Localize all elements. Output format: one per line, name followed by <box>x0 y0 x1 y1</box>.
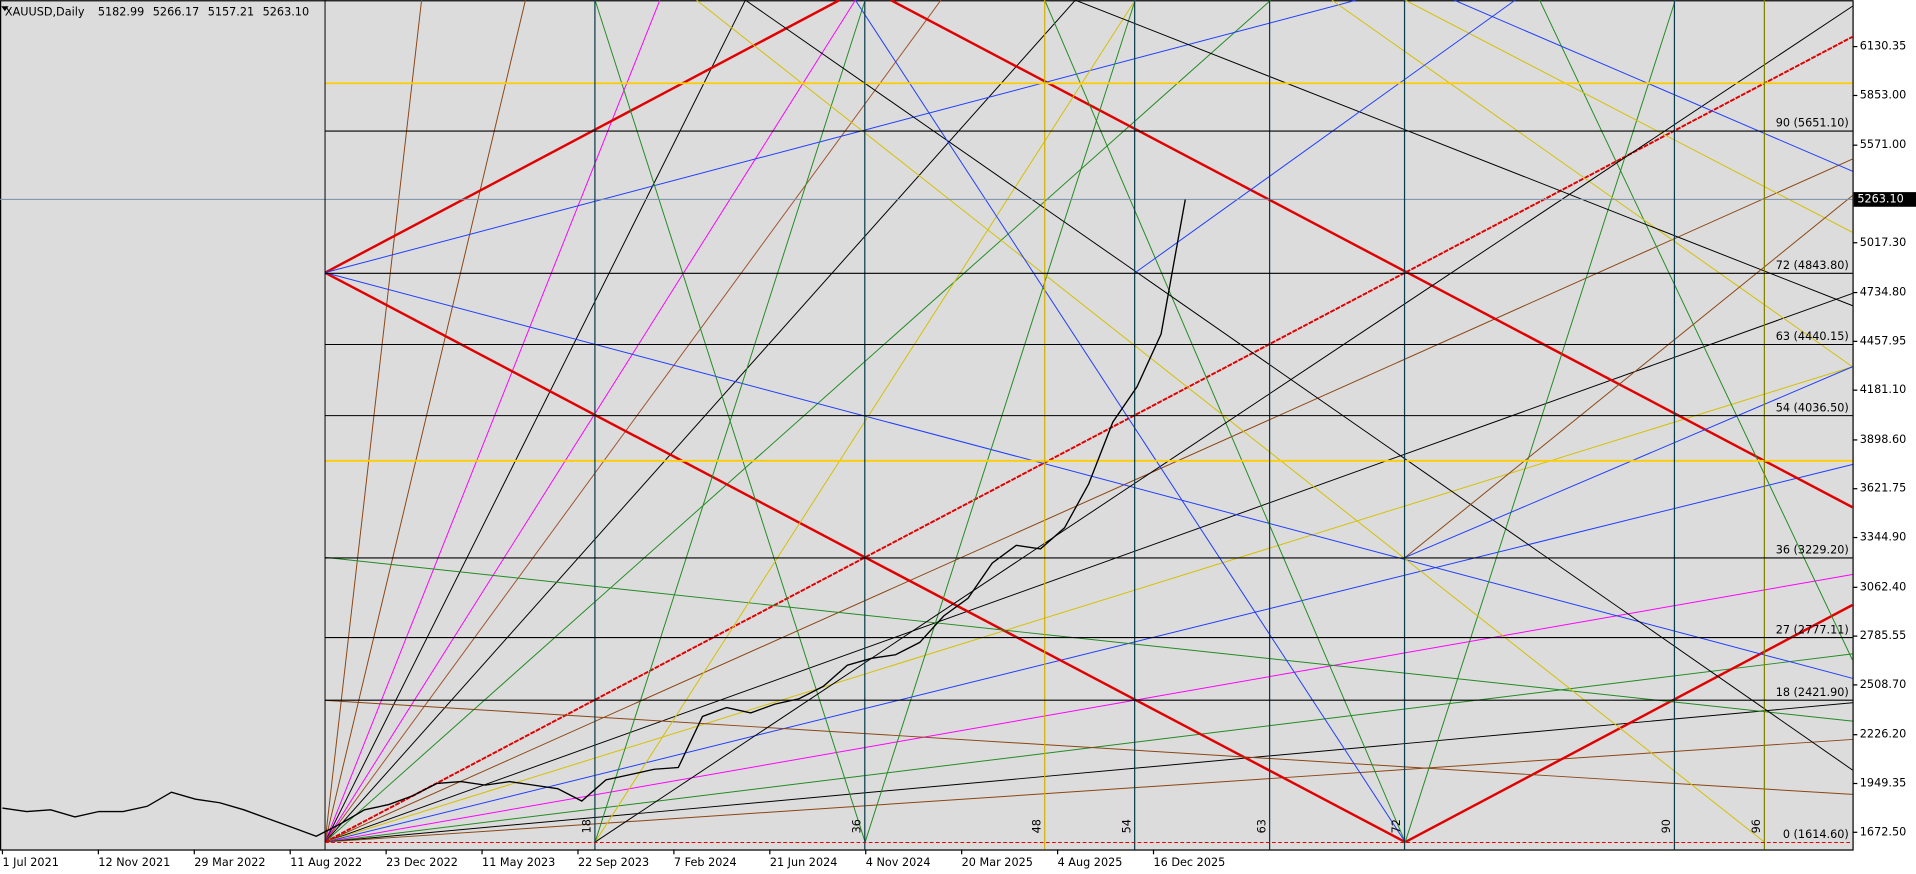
current-price-box <box>1853 192 1916 207</box>
date-tick-label: 11 Aug 2022 <box>290 856 362 869</box>
gann-line <box>324 0 1076 843</box>
price-tick-label: 3344.90 <box>1860 531 1906 544</box>
gann-line <box>324 0 746 843</box>
gann-line <box>324 0 1357 274</box>
gann-line <box>1539 0 1853 661</box>
price-tick-label: 5853.00 <box>1860 88 1906 101</box>
level-label: 63 (4440.15) <box>1776 330 1849 343</box>
price-line <box>2 199 1186 837</box>
gann-line <box>324 653 1853 843</box>
gann-levels: 90 (5651.10) 72 (4843.80) 63 (4440.15) 54 (… <box>325 117 1853 843</box>
gann-line <box>324 0 942 843</box>
time-mark-label: 48 <box>1030 819 1043 833</box>
gann-line <box>324 0 661 843</box>
price-series <box>2 199 1186 837</box>
gann-line <box>324 292 1853 843</box>
level-label: 36 (3229.20) <box>1776 544 1849 557</box>
symbol: XAUUSD,Daily 5182.99 5266.17 5157.21 526… <box>5 5 309 18</box>
high: 5266.17 <box>153 5 199 18</box>
time-mark-label: 54 <box>1120 819 1133 833</box>
gann-line <box>864 0 1136 843</box>
gann-line <box>324 464 1853 843</box>
time-mark-label: 72 <box>1390 819 1403 833</box>
gann-line <box>1453 0 1853 172</box>
gann-line <box>324 702 1853 843</box>
gann-line <box>594 0 866 843</box>
gann-line <box>324 0 526 843</box>
level-label: 18 (2421.90) <box>1776 686 1849 699</box>
gann-line <box>1405 366 1853 558</box>
time-mark-label: 36 <box>850 819 863 833</box>
gann-line <box>324 0 1272 843</box>
date-tick-label: 7 Feb 2024 <box>674 856 737 869</box>
date-tick-label: 21 Jun 2024 <box>770 856 838 869</box>
price-tick-label: 3898.60 <box>1860 433 1906 446</box>
price-tick-label: 4734.80 <box>1860 286 1906 299</box>
price-tick-label: 4181.10 <box>1860 383 1906 396</box>
price-tick-label: 3062.40 <box>1860 580 1906 593</box>
time-mark-label: 63 <box>1255 819 1268 833</box>
gann-line <box>1404 0 1676 843</box>
date-tick-label: 1 Jul 2021 <box>2 856 58 869</box>
gann-line <box>324 0 856 843</box>
date-tick-label: 11 May 2023 <box>482 856 555 869</box>
price-tick-label: 3621.75 <box>1860 482 1906 495</box>
date-tick-label: 16 Dec 2025 <box>1154 856 1226 869</box>
gann-line <box>594 5 1853 843</box>
low: 5157.21 <box>208 5 254 18</box>
price-tick-label: 1672.50 <box>1860 825 1906 838</box>
date-tick-label: 23 Dec 2022 <box>386 856 458 869</box>
price-tick-label: 5571.00 <box>1860 138 1906 151</box>
price-tick-label: 2226.20 <box>1860 728 1906 741</box>
price-tick-label: 4457.95 <box>1860 334 1906 347</box>
gann-grid <box>0 0 1854 850</box>
date-tick-label: 20 Mar 2025 <box>962 856 1033 869</box>
date-tick-label: 29 Mar 2022 <box>194 856 265 869</box>
symbol-name: XAUUSD,Daily <box>5 5 85 18</box>
level-label: 27 (2777.11) <box>1776 623 1849 636</box>
price-tick-label: 2785.55 <box>1860 629 1906 642</box>
date-tick-label: 12 Nov 2021 <box>98 856 170 869</box>
gann-line <box>696 0 1765 843</box>
gann-line <box>325 699 1853 795</box>
time-mark-label: 96 <box>1750 819 1763 833</box>
gann-line <box>324 556 1853 722</box>
date-tick-label: 22 Sep 2023 <box>578 856 649 869</box>
time-mark-label: 90 <box>1660 819 1673 833</box>
gann-line <box>1331 0 1853 368</box>
date-tick-label: 4 Aug 2025 <box>1058 856 1123 869</box>
close: 5263.10 <box>263 5 309 18</box>
price-tick-label: 1949.35 <box>1860 776 1906 789</box>
gann-line <box>325 738 1853 843</box>
plot-area <box>0 0 1854 851</box>
price-tick-label: 2508.70 <box>1860 678 1906 691</box>
gann-line <box>1404 195 1853 558</box>
gann-line <box>1075 0 1853 307</box>
gann-line <box>1405 0 1853 233</box>
menu-arrow[interactable] <box>1 6 9 12</box>
current-price-label: 5263.10 <box>1857 192 1903 205</box>
level-label: 72 (4843.80) <box>1776 259 1849 272</box>
gann-line <box>324 35 1853 843</box>
time-mark-label: 18 <box>581 819 594 833</box>
gann-line <box>890 0 1854 509</box>
level-label: 54 (4036.50) <box>1776 401 1849 414</box>
gann-line <box>1134 0 1516 274</box>
level-label: 0 (1614.60) <box>1783 828 1849 841</box>
axes: 18 36 48 54 63 72 90 96 6130.35 5853.00 5571.00 501… <box>1 40 1916 869</box>
gann-line <box>324 366 1853 843</box>
gann-line <box>324 272 1853 679</box>
gann-line <box>1044 0 1406 843</box>
gann-line <box>854 0 1406 843</box>
open: 5182.99 <box>98 5 144 18</box>
price-tick-label: 5017.30 <box>1860 236 1906 249</box>
price-tick-label: 6130.35 <box>1860 40 1906 53</box>
gann-line <box>324 573 1853 843</box>
level-label: 90 (5651.10) <box>1776 117 1849 130</box>
date-tick-label: 4 Nov 2024 <box>866 856 931 869</box>
gann-line <box>1404 603 1854 844</box>
gann-line <box>745 0 1853 771</box>
